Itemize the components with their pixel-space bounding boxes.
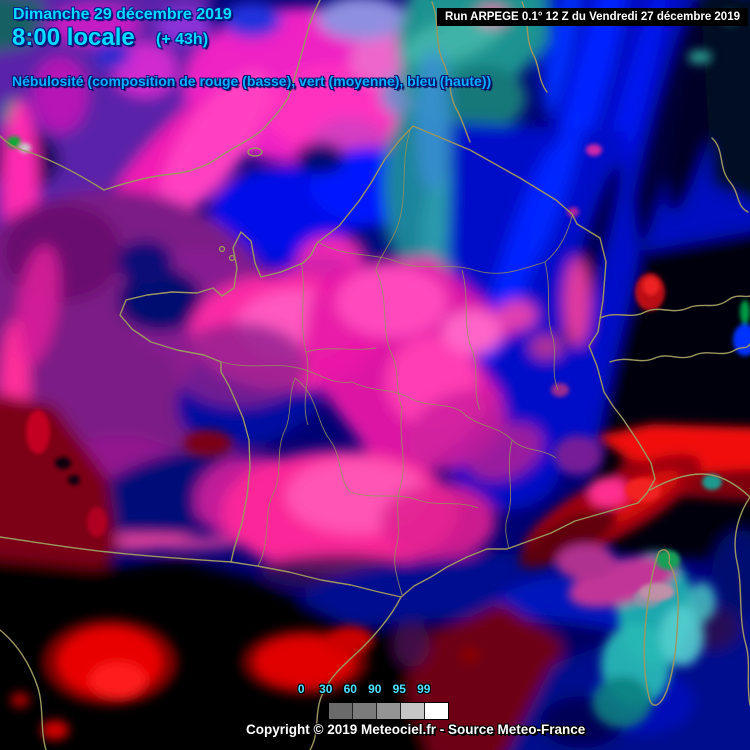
scale-label: 30 <box>319 682 333 696</box>
layer-subtitle: Nébulosité (composition de rouge (basse)… <box>12 73 492 89</box>
scale-label: 0 <box>297 682 305 696</box>
forecast-date: Dimanche 29 décembre 2019 <box>13 6 232 23</box>
copyright-text: Copyright © 2019 Meteociel.fr - Source M… <box>246 722 586 737</box>
scale-box <box>401 703 425 719</box>
scale-box <box>353 703 377 719</box>
scale-label: 60 <box>343 682 357 696</box>
run-info-bar: Run ARPEGE 0.1° 12 Z du Vendredi 27 déce… <box>437 8 748 26</box>
scale-label: 95 <box>392 682 406 696</box>
scale-boxes <box>328 702 449 720</box>
scale-label: 99 <box>417 682 431 696</box>
scale-box <box>329 703 353 719</box>
scale-box <box>377 703 401 719</box>
department-borders <box>221 129 573 596</box>
cloud-layer-overlay <box>10 13 750 740</box>
scale-box <box>425 703 448 719</box>
forecast-offset: (+ 43h) <box>156 31 209 48</box>
forecast-time: 8:00 locale <box>12 24 135 51</box>
scale-labels: 0 30 60 90 95 99 <box>289 683 436 696</box>
scale-label: 90 <box>368 682 382 696</box>
